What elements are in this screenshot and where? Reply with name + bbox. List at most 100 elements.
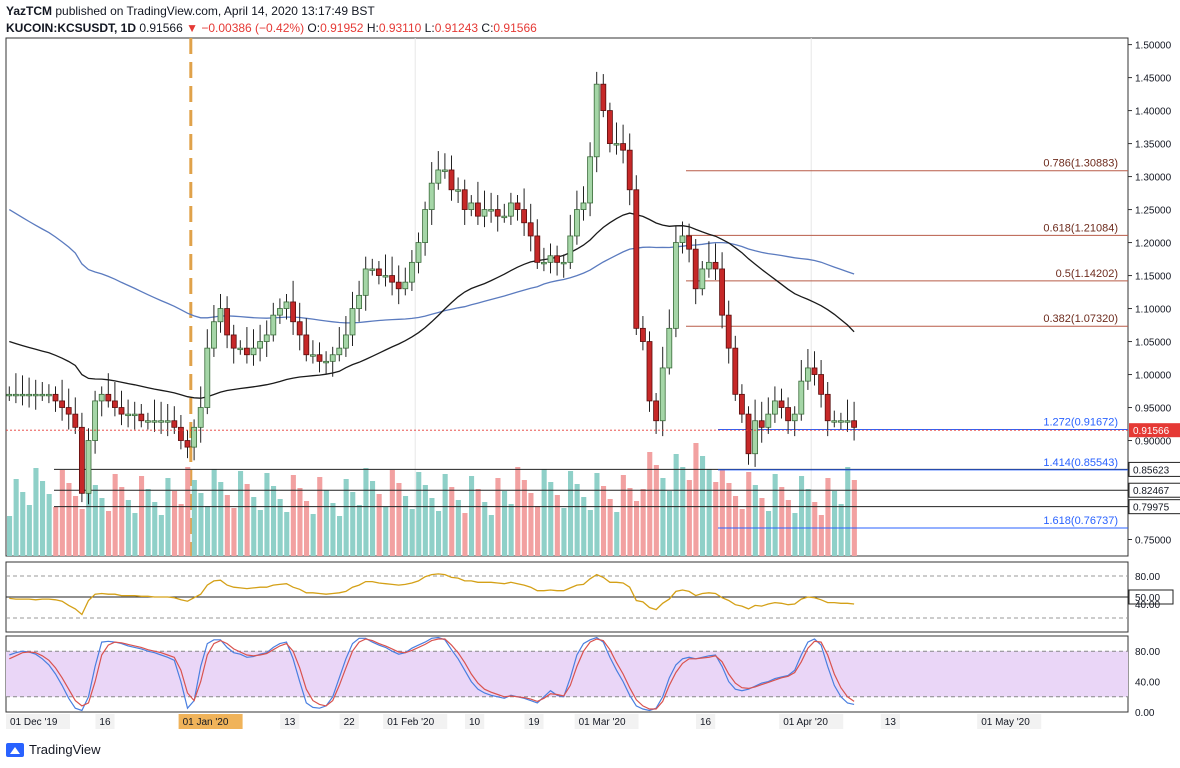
volume-bar bbox=[370, 481, 376, 556]
volume-bar bbox=[455, 500, 461, 556]
volume-bar bbox=[442, 474, 448, 556]
y-tick-label: 1.50000 bbox=[1135, 41, 1172, 52]
fib-level-label: 1.618(0.76737) bbox=[1043, 515, 1118, 527]
candle-body bbox=[507, 202, 514, 217]
candle-body bbox=[45, 393, 52, 397]
volume-bar bbox=[409, 509, 415, 556]
volume-bar bbox=[251, 497, 257, 556]
candle-body bbox=[712, 261, 719, 270]
volume-bar bbox=[337, 516, 343, 556]
candle-body bbox=[402, 281, 409, 290]
stoch-line-d bbox=[9, 638, 855, 710]
x-tick-label: 22 bbox=[344, 717, 356, 728]
candle-body bbox=[296, 321, 303, 336]
candle-body bbox=[527, 222, 534, 237]
candle-body bbox=[771, 400, 778, 415]
candle-body bbox=[818, 374, 825, 395]
candle-body bbox=[672, 242, 679, 329]
candle-body bbox=[613, 143, 620, 146]
volume-bar bbox=[568, 471, 574, 556]
candle-body bbox=[600, 83, 607, 111]
volume-bar bbox=[706, 469, 712, 556]
volume-bar bbox=[231, 508, 237, 556]
candle-body bbox=[303, 334, 310, 356]
volume-bar bbox=[502, 491, 508, 556]
candle-body bbox=[276, 308, 283, 316]
low-label: L: bbox=[424, 21, 435, 35]
volume-bar bbox=[383, 507, 389, 556]
candle-body bbox=[85, 440, 92, 494]
moving-average-200 bbox=[8, 209, 855, 324]
candle-body bbox=[197, 407, 204, 428]
volume-bar bbox=[112, 474, 118, 556]
stoch-tick-label: 40.00 bbox=[1135, 678, 1160, 689]
candle-body bbox=[395, 281, 402, 290]
volume-bar bbox=[449, 487, 455, 556]
stoch-line-k bbox=[9, 636, 855, 712]
candle-body bbox=[39, 393, 46, 397]
price-change: −0.00386 (−0.42%) bbox=[201, 21, 305, 35]
x-tick-label: 16 bbox=[700, 717, 712, 728]
low-value: 0.91243 bbox=[434, 21, 479, 35]
volume-bar bbox=[680, 467, 686, 556]
candle-body bbox=[573, 209, 580, 237]
x-tick-label: 01 May '20 bbox=[981, 717, 1030, 728]
x-tick-bg bbox=[977, 714, 1042, 729]
candle-body bbox=[72, 413, 79, 428]
candle-body bbox=[19, 393, 26, 397]
candle-body bbox=[237, 347, 244, 351]
candle-body bbox=[719, 268, 726, 316]
candle-body bbox=[6, 393, 13, 397]
candle-body bbox=[316, 354, 323, 362]
volume-bar bbox=[845, 467, 851, 556]
volume-bar bbox=[7, 516, 13, 556]
volume-bar bbox=[132, 513, 138, 556]
volume-bar bbox=[238, 471, 244, 556]
volume-bar bbox=[26, 505, 32, 556]
volume-bar bbox=[561, 508, 567, 556]
candle-body bbox=[342, 334, 349, 349]
candle-body bbox=[765, 413, 772, 428]
tradingview-logo[interactable]: TradingView bbox=[6, 742, 101, 757]
candle-body bbox=[382, 275, 389, 278]
candle-body bbox=[177, 426, 184, 441]
candle-body bbox=[263, 334, 270, 342]
y-tick-label: 1.45000 bbox=[1135, 74, 1172, 85]
candle-body bbox=[408, 261, 415, 283]
candle-body bbox=[59, 400, 66, 408]
candle-body bbox=[646, 341, 653, 402]
volume-bar bbox=[495, 478, 501, 556]
volume-bar bbox=[119, 487, 125, 556]
stoch-tick-label: 80.00 bbox=[1135, 647, 1160, 658]
candle-body bbox=[831, 420, 838, 423]
volume-bar bbox=[799, 476, 805, 556]
candle-body bbox=[725, 314, 732, 349]
candle-body bbox=[329, 354, 336, 362]
volume-bar bbox=[271, 486, 277, 556]
volume-bar bbox=[165, 478, 171, 556]
tradingview-brand: TradingView bbox=[29, 742, 101, 757]
y-tick-label: 1.35000 bbox=[1135, 140, 1172, 151]
candle-body bbox=[138, 413, 145, 422]
volume-bar bbox=[317, 477, 323, 556]
fib-level-label: 1.272(0.91672) bbox=[1043, 416, 1118, 428]
candle-body bbox=[131, 413, 138, 417]
candle-body bbox=[184, 440, 191, 448]
candle-body bbox=[620, 143, 627, 151]
volume-bar bbox=[40, 481, 46, 556]
x-tick-bg bbox=[339, 714, 359, 729]
candle-body bbox=[210, 321, 217, 349]
candle-body bbox=[738, 393, 745, 415]
candle-body bbox=[448, 169, 455, 191]
volume-bar bbox=[277, 499, 283, 556]
x-tick-label: 01 Mar '20 bbox=[579, 717, 626, 728]
volume-bar bbox=[79, 509, 85, 556]
y-tick-label: 1.20000 bbox=[1135, 239, 1172, 250]
candle-body bbox=[798, 380, 805, 415]
volume-bar bbox=[548, 482, 554, 556]
volume-bar bbox=[462, 513, 468, 556]
level-tag-label: 0.82467 bbox=[1133, 486, 1170, 497]
level-tag-label: 0.85623 bbox=[1133, 465, 1170, 476]
candle-body bbox=[78, 426, 85, 494]
